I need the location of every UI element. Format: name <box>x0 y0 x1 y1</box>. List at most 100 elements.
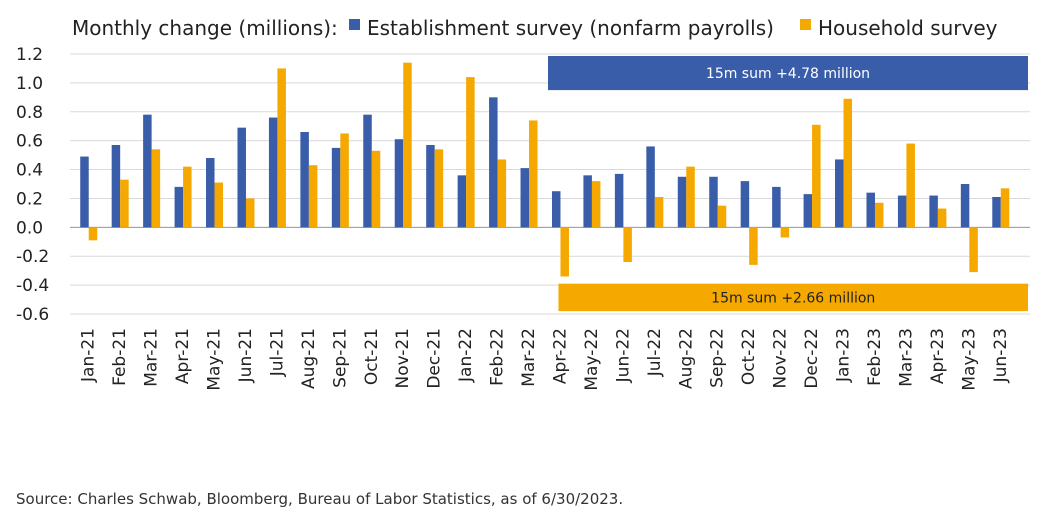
x-tick-label: Nov-22 <box>771 328 791 389</box>
bar-establishment <box>111 145 121 228</box>
bar-household <box>874 202 884 228</box>
bar-household <box>151 149 161 228</box>
bar-establishment <box>426 145 435 228</box>
bar-household <box>88 227 98 241</box>
x-tick-label: Jan-22 <box>456 328 476 383</box>
bar-establishment <box>614 173 624 228</box>
bar-household <box>623 227 632 262</box>
annotation-box <box>558 283 1028 312</box>
bar-establishment <box>363 114 372 228</box>
bar-establishment <box>960 184 970 228</box>
y-tick-label: 0.6 <box>16 132 43 152</box>
y-tick-label: 1.0 <box>16 74 43 94</box>
chart: -0.6 -0.4 -0.2 0.0 0.2 0.4 0.6 0.8 1.0 1.2 15m sum… <box>16 16 1030 391</box>
bar-establishment <box>677 176 687 228</box>
x-tick-label: Jun-22 <box>613 328 633 383</box>
bar-household <box>717 205 727 228</box>
bar-establishment <box>394 139 404 228</box>
annotation-box <box>547 56 1028 91</box>
x-tick-label: Dec-21 <box>425 328 445 389</box>
bar-household <box>1000 188 1010 228</box>
x-tick-label: Apr-21 <box>173 328 193 384</box>
legend-label-establishment: Establishment survey (nonfarm payrolls) <box>367 16 774 40</box>
chart-svg: -0.6 -0.4 -0.2 0.0 0.2 0.4 0.6 0.8 1.0 1.2 15m sum… <box>16 16 1030 391</box>
bar-household <box>686 166 695 228</box>
x-tick-label: Nov-21 <box>393 328 413 389</box>
bar-establishment <box>551 191 561 228</box>
bar-household <box>969 227 978 273</box>
bar-establishment <box>80 156 89 228</box>
y-tick-label: 1.2 <box>16 45 43 65</box>
bar-household <box>214 182 224 228</box>
bar-establishment <box>143 114 152 228</box>
bar-household <box>906 143 915 228</box>
bar-establishment <box>803 194 813 228</box>
bar-household <box>654 197 664 228</box>
bar-household <box>466 77 475 228</box>
annotation-label: 15m sum +4.78 million <box>706 66 870 82</box>
bar-establishment <box>709 176 718 228</box>
x-tick-label: Sep-21 <box>330 328 350 388</box>
x-tick-label: Feb-22 <box>488 328 508 386</box>
x-tick-label: Mar-22 <box>519 328 539 387</box>
x-tick-label: Oct-22 <box>739 328 759 385</box>
bar-establishment <box>646 146 655 228</box>
bar-household <box>812 124 821 228</box>
bar-establishment <box>929 195 938 228</box>
x-tick-label: Apr-22 <box>550 328 570 384</box>
bar-establishment <box>489 97 498 228</box>
x-tick-label: May-23 <box>959 328 979 391</box>
bar-household <box>308 165 318 228</box>
bar-household <box>277 68 286 228</box>
x-tick-label: Jul-21 <box>267 328 287 377</box>
bar-establishment <box>772 186 781 228</box>
bar-household <box>371 150 381 228</box>
x-tick-label: Feb-23 <box>865 328 885 386</box>
legend-swatch-household <box>800 19 811 30</box>
bar-household <box>591 181 601 228</box>
x-tick-label: Jan-21 <box>79 328 99 383</box>
bar-establishment <box>520 168 530 228</box>
bar-establishment <box>206 158 215 228</box>
bar-household <box>340 133 349 228</box>
x-tick-label: Feb-21 <box>110 328 130 386</box>
x-tick-label: Oct-21 <box>362 328 382 385</box>
y-tick-label: 0.2 <box>16 189 43 209</box>
bar-establishment <box>740 181 750 228</box>
bar-establishment <box>835 159 844 228</box>
x-tick-label: Jul-22 <box>645 328 665 377</box>
x-tick-label: Sep-22 <box>708 328 728 388</box>
annotation-label: 15m sum +2.66 million <box>711 290 875 306</box>
x-tick-label: Jun-21 <box>236 328 256 383</box>
bar-household <box>403 62 412 228</box>
x-tick-label: Aug-21 <box>299 328 319 389</box>
x-tick-label: May-21 <box>205 328 225 391</box>
bar-establishment <box>583 175 592 228</box>
y-tick-label: -0.2 <box>16 247 49 267</box>
bar-household <box>529 120 538 228</box>
x-tick-label: Jun-23 <box>991 328 1011 383</box>
bar-establishment <box>174 186 184 228</box>
bar-household <box>497 159 507 228</box>
bar-household <box>120 179 129 228</box>
y-tick-label: 0.0 <box>16 218 43 238</box>
bar-establishment <box>237 127 246 228</box>
x-tick-label: May-22 <box>582 328 602 391</box>
x-tick-label: Aug-22 <box>676 328 696 389</box>
bar-household <box>245 198 255 228</box>
legend-title: Monthly change (millions): <box>72 16 338 40</box>
source-note: Source: Charles Schwab, Bloomberg, Burea… <box>16 490 624 508</box>
bar-household <box>749 227 758 265</box>
x-tick-label: Mar-23 <box>896 328 916 387</box>
y-tick-label: -0.4 <box>16 276 49 296</box>
y-tick-label: 0.8 <box>16 103 43 123</box>
bar-household <box>780 227 790 238</box>
bar-establishment <box>457 175 467 228</box>
bar-household <box>434 149 444 228</box>
y-tick-label: 0.4 <box>16 161 43 181</box>
bar-establishment <box>300 132 309 228</box>
bar-household <box>937 208 947 228</box>
bar-household <box>843 98 853 228</box>
legend-label-household: Household survey <box>818 16 998 40</box>
bar-establishment <box>331 147 341 228</box>
